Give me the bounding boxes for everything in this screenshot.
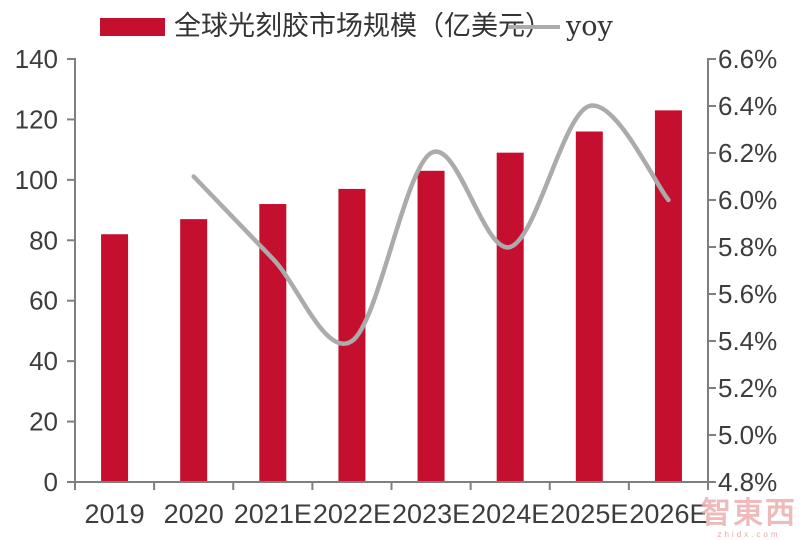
right-axis-tick-label: 6.4% [718, 91, 777, 121]
right-axis-tick-label: 4.8% [718, 467, 777, 497]
axes [67, 58, 716, 490]
legend-yoy-label: yoy [566, 11, 613, 42]
x-axis-category-label: 2024E [471, 499, 549, 529]
legend-bar-swatch [100, 18, 165, 36]
legend-item-yoy: yoy [508, 10, 613, 44]
legend-bar-label: 全球光刻胶市场规模（亿美元） [174, 11, 552, 42]
x-axis-category-label: 2021E [234, 499, 312, 529]
left-axis-tick-label: 60 [29, 286, 58, 316]
legend-item-market-size: 全球光刻胶市场规模（亿美元） [100, 10, 552, 44]
x-axis-category-label: 2019 [85, 499, 145, 529]
left-axis-tick-label: 20 [29, 407, 58, 437]
left-axis-tick-label: 0 [44, 467, 58, 497]
x-axis-category-labels: 2019 2020 2021E 2022E 2023E 2024E 2025E 2026E [85, 499, 708, 529]
right-axis-tick-label: 5.8% [718, 232, 777, 262]
bar-2020 [180, 219, 208, 481]
right-axis-tick-label: 6.2% [718, 138, 777, 168]
left-axis-tick-label: 40 [29, 346, 58, 376]
legend: 全球光刻胶市场规模（亿美元） yoy [0, 0, 800, 46]
x-axis-category-label: 2025E [550, 499, 628, 529]
x-axis-category-label: 2026E [629, 499, 707, 529]
bar-2023E [417, 170, 445, 482]
bar-2026E [654, 110, 682, 481]
x-axis-category-label: 2020 [164, 499, 224, 529]
legend-line-swatch [508, 25, 560, 29]
bar-2021E [259, 204, 287, 481]
x-axis-category-label: 2023E [392, 499, 470, 529]
right-axis-tick-label: 5.0% [718, 420, 777, 450]
right-axis-tick-label: 6.6% [718, 44, 777, 74]
right-axis-tick-label: 5.4% [718, 326, 777, 356]
right-axis-tick-label: 5.6% [718, 279, 777, 309]
left-axis-tick-label: 80 [29, 225, 58, 255]
bar-2019 [101, 234, 129, 481]
bar-series [101, 110, 682, 482]
left-axis-tick-label: 140 [15, 44, 58, 74]
yoy-line [191, 103, 671, 346]
left-axis-tick-label: 100 [15, 165, 58, 195]
right-axis-tick-label: 6.0% [718, 185, 777, 215]
bar-2024E [496, 152, 524, 481]
bar-2022E [338, 188, 366, 481]
x-axis-category-label: 2022E [313, 499, 391, 529]
yoy-line-series [191, 103, 671, 346]
left-axis-tick-label: 120 [15, 104, 58, 134]
right-axis-tick-labels: 4.8% 5.0% 5.2% 5.4% 5.6% 5.8% 6.0% 6.2% 6.4% 6.6% [718, 44, 777, 497]
right-axis-tick-label: 5.2% [718, 373, 777, 403]
left-axis-tick-labels: 0 20 40 60 80 100 120 140 [15, 44, 58, 497]
bar-2025E [575, 131, 603, 481]
